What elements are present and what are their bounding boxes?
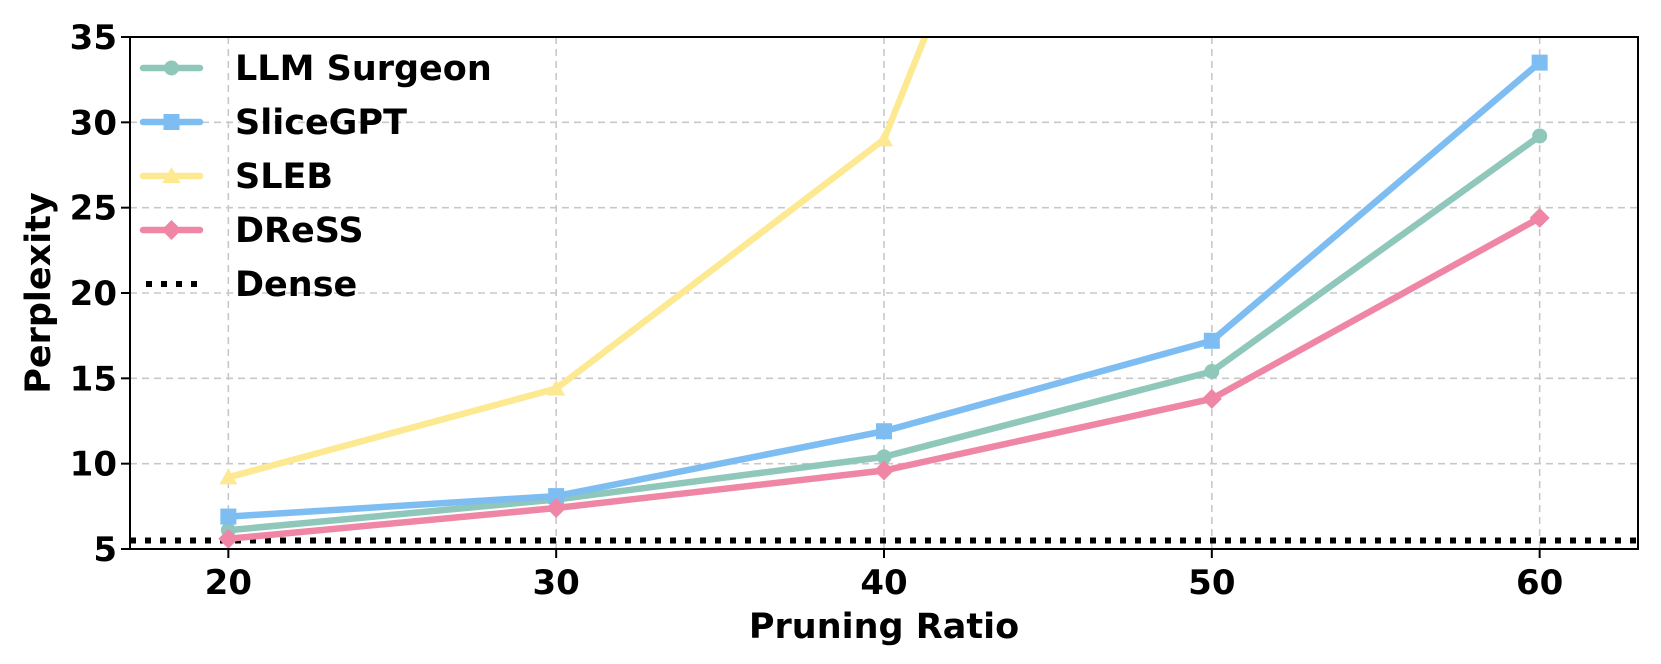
legend-item-llm-surgeon: LLM Surgeon xyxy=(139,49,492,89)
legend-marker xyxy=(161,220,182,240)
point-sleb xyxy=(875,130,893,147)
point-dress xyxy=(1529,207,1550,228)
x-tick-label: 30 xyxy=(533,563,580,603)
point-dress xyxy=(218,528,239,549)
legend-label: Dense xyxy=(235,265,357,305)
point-slicegpt xyxy=(876,423,892,440)
point-dress xyxy=(546,498,567,519)
point-llm-surgeon xyxy=(876,449,892,465)
y-tick-label: 25 xyxy=(70,189,117,229)
x-axis-title: Pruning Ratio xyxy=(749,607,1019,647)
legend-label: LLM Surgeon xyxy=(235,49,492,89)
legend-label: DReSS xyxy=(235,211,364,251)
x-tick-label: 20 xyxy=(205,563,252,603)
legend-item-slicegpt: SliceGPT xyxy=(139,103,407,143)
point-slicegpt xyxy=(548,488,565,505)
legend-item-sleb: SLEB xyxy=(139,157,333,197)
point-sleb xyxy=(219,468,238,485)
legend-label: SLEB xyxy=(235,157,333,197)
point-dress xyxy=(874,460,894,481)
point-slicegpt xyxy=(1531,54,1548,71)
series-line-sleb xyxy=(225,37,929,481)
legend-label: SliceGPT xyxy=(235,103,407,143)
series-sleb xyxy=(219,37,929,485)
y-axis-title: Perplexity xyxy=(19,192,59,394)
legend-item-dress: DReSS xyxy=(139,211,364,251)
series-lines xyxy=(218,37,1550,549)
point-llm-surgeon xyxy=(1204,364,1220,380)
y-tick-label: 10 xyxy=(70,445,117,485)
x-tick-label: 60 xyxy=(1516,563,1563,603)
y-tick-label: 35 xyxy=(70,18,117,58)
legend-item-dense: Dense xyxy=(146,265,357,305)
axes: 20 30 40 50 60 5 10 15 20 25 30 35 xyxy=(70,18,1564,603)
legend: LLM Surgeon SliceGPT SLEB DReSS Dense xyxy=(139,49,492,305)
y-tick-label: 20 xyxy=(70,274,117,314)
y-tick-label: 30 xyxy=(70,103,117,143)
point-slicegpt xyxy=(220,508,237,525)
legend-marker xyxy=(162,167,181,183)
point-llm-surgeon xyxy=(1532,128,1548,144)
legend-marker xyxy=(163,114,180,130)
x-tick-label: 50 xyxy=(1188,563,1235,603)
legend-marker xyxy=(164,60,179,76)
point-slicegpt xyxy=(1203,332,1220,349)
y-tick-label: 5 xyxy=(93,530,117,570)
grid xyxy=(130,36,1638,550)
series-dress xyxy=(218,207,1550,549)
series-slicegpt xyxy=(220,54,1548,525)
point-sleb xyxy=(547,379,566,396)
x-tick-label: 40 xyxy=(860,563,907,603)
y-tick-label: 15 xyxy=(70,359,117,399)
point-dress xyxy=(1201,388,1222,409)
